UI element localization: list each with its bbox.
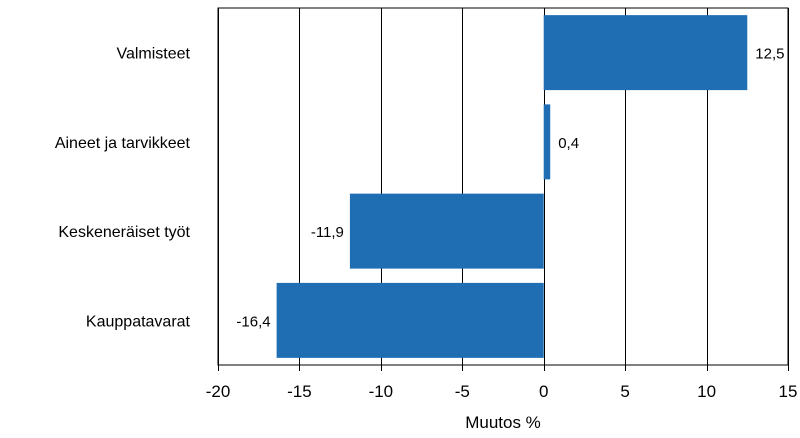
data-labels: 12,5 0,4 -11,9 -16,4 <box>236 46 784 331</box>
x-axis-title: Muutos % <box>465 413 541 432</box>
category-label: Kauppatavarat <box>86 313 191 330</box>
x-tick-label: 15 <box>779 382 798 401</box>
category-label: Keskeneräiset työt <box>58 224 190 241</box>
x-tick-label: -15 <box>287 382 312 401</box>
data-label: -16,4 <box>236 313 270 330</box>
x-tick-label: 10 <box>697 382 716 401</box>
bar <box>276 282 544 358</box>
x-tick-label: -10 <box>369 382 394 401</box>
x-tick-label: -20 <box>206 382 231 401</box>
bars <box>276 15 748 358</box>
x-tick-label: -5 <box>455 382 470 401</box>
bar <box>543 104 551 180</box>
bar <box>349 193 544 269</box>
category-labels: Valmisteet Aineet ja tarvikkeet Keskeneräi… <box>55 46 191 331</box>
data-label: 0,4 <box>558 135 579 152</box>
x-tick-label: 5 <box>620 382 629 401</box>
data-label: 12,5 <box>755 46 784 63</box>
category-label: Valmisteet <box>116 46 190 63</box>
category-label: Aineet ja tarvikkeet <box>55 135 191 152</box>
x-tick-label: 0 <box>539 382 548 401</box>
bar <box>543 15 748 91</box>
x-axis-ticks: -20 -15 -10 -5 0 5 10 15 <box>206 365 798 401</box>
data-label: -11,9 <box>311 224 344 241</box>
